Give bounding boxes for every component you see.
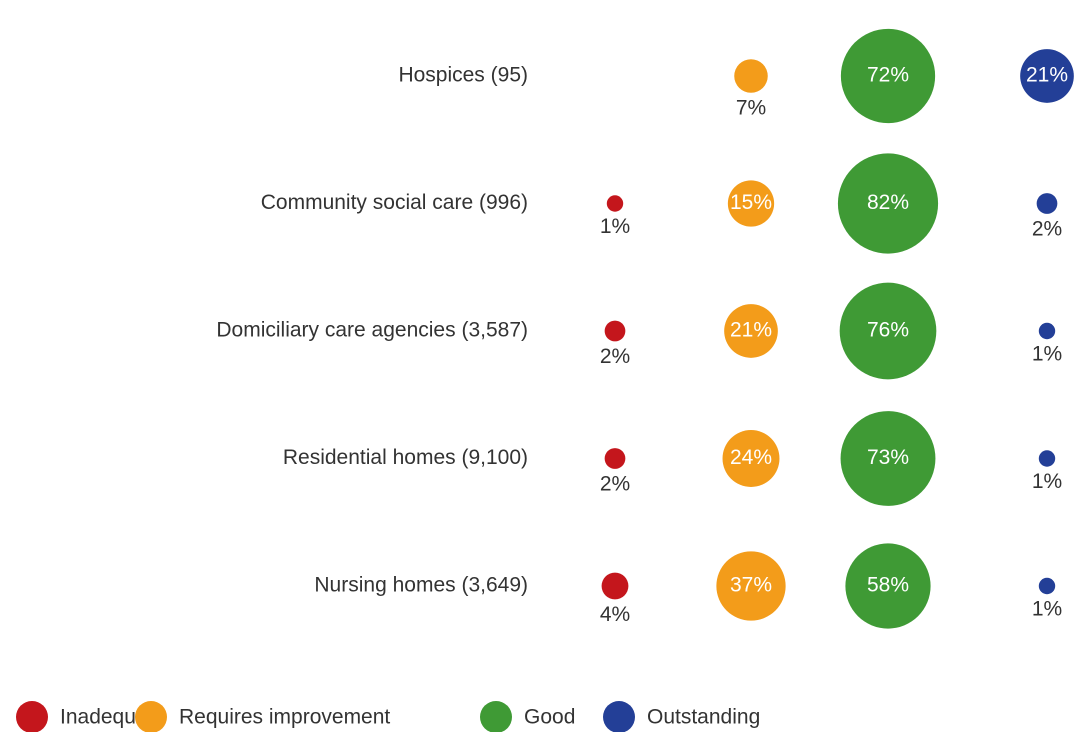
value-label: 1% xyxy=(600,215,630,238)
legend-label: Good xyxy=(524,706,575,729)
value-label: 4% xyxy=(600,603,630,626)
value-label: 21% xyxy=(1026,64,1068,87)
bubble xyxy=(840,411,936,506)
value-label: 15% xyxy=(730,191,772,214)
value-label: 21% xyxy=(730,319,772,342)
row-label: Domiciliary care agencies (3,587) xyxy=(216,319,528,342)
bubble xyxy=(734,59,768,93)
legend-swatch xyxy=(480,701,512,732)
bubble xyxy=(840,28,936,124)
value-label: 1% xyxy=(1032,343,1062,366)
value-label: 37% xyxy=(730,574,772,597)
value-label: 2% xyxy=(600,345,630,368)
bubble xyxy=(1020,49,1074,103)
bubble xyxy=(1038,322,1056,340)
bubble xyxy=(604,448,626,469)
value-label: 2% xyxy=(1032,217,1062,240)
value-label: 7% xyxy=(736,96,766,119)
bubble xyxy=(1038,450,1056,467)
value-label: 76% xyxy=(867,319,909,342)
bubble xyxy=(601,572,629,600)
bubble xyxy=(604,320,626,342)
row-label: Hospices (95) xyxy=(398,64,528,87)
legend-swatch xyxy=(135,701,167,732)
bubble xyxy=(845,543,931,629)
legend-swatch xyxy=(16,701,48,732)
value-label: 58% xyxy=(867,574,909,597)
row-label: Residential homes (9,100) xyxy=(283,446,528,469)
value-label: 82% xyxy=(867,191,909,214)
bubble xyxy=(716,551,786,621)
legend-swatch xyxy=(603,701,635,732)
legend-label: Requires improvement xyxy=(179,706,390,729)
value-label: 73% xyxy=(867,446,909,469)
value-label: 2% xyxy=(600,472,630,495)
bubble xyxy=(837,153,939,254)
value-label: 72% xyxy=(867,64,909,87)
bubble xyxy=(839,282,937,380)
value-label: 1% xyxy=(1032,598,1062,621)
bubble xyxy=(606,195,624,212)
row-label: Nursing homes (3,649) xyxy=(314,574,528,597)
value-label: 1% xyxy=(1032,470,1062,493)
bubble xyxy=(724,304,778,358)
legend-label: Outstanding xyxy=(647,706,760,729)
bubble xyxy=(1038,577,1056,595)
bubble xyxy=(1036,193,1058,214)
bubble xyxy=(727,180,775,227)
value-label: 24% xyxy=(730,446,772,469)
bubble xyxy=(722,430,780,487)
row-label: Community social care (996) xyxy=(261,191,528,214)
